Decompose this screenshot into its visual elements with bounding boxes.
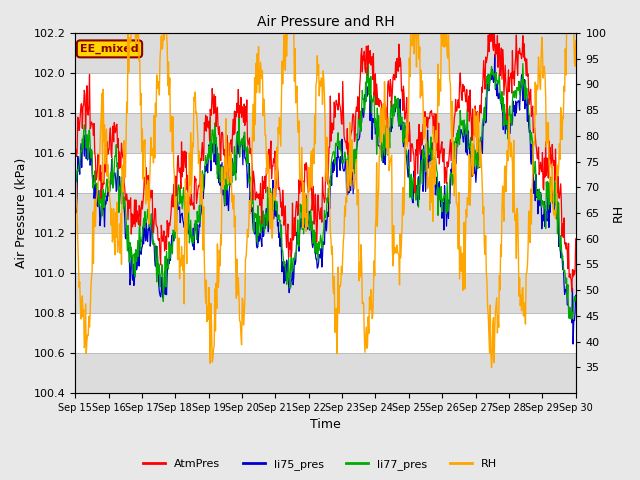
X-axis label: Time: Time <box>310 419 341 432</box>
Bar <box>75 313 576 353</box>
Title: Air Pressure and RH: Air Pressure and RH <box>257 15 394 29</box>
Bar <box>75 273 576 313</box>
Bar <box>75 33 576 73</box>
Bar <box>75 233 576 273</box>
Bar <box>75 73 576 113</box>
Bar <box>75 153 576 193</box>
Bar <box>75 193 576 233</box>
Y-axis label: Air Pressure (kPa): Air Pressure (kPa) <box>15 158 28 268</box>
Bar <box>75 113 576 153</box>
Legend: AtmPres, li75_pres, li77_pres, RH: AtmPres, li75_pres, li77_pres, RH <box>139 455 501 474</box>
Y-axis label: RH: RH <box>612 204 625 222</box>
Bar <box>75 353 576 393</box>
Text: EE_mixed: EE_mixed <box>80 44 139 54</box>
